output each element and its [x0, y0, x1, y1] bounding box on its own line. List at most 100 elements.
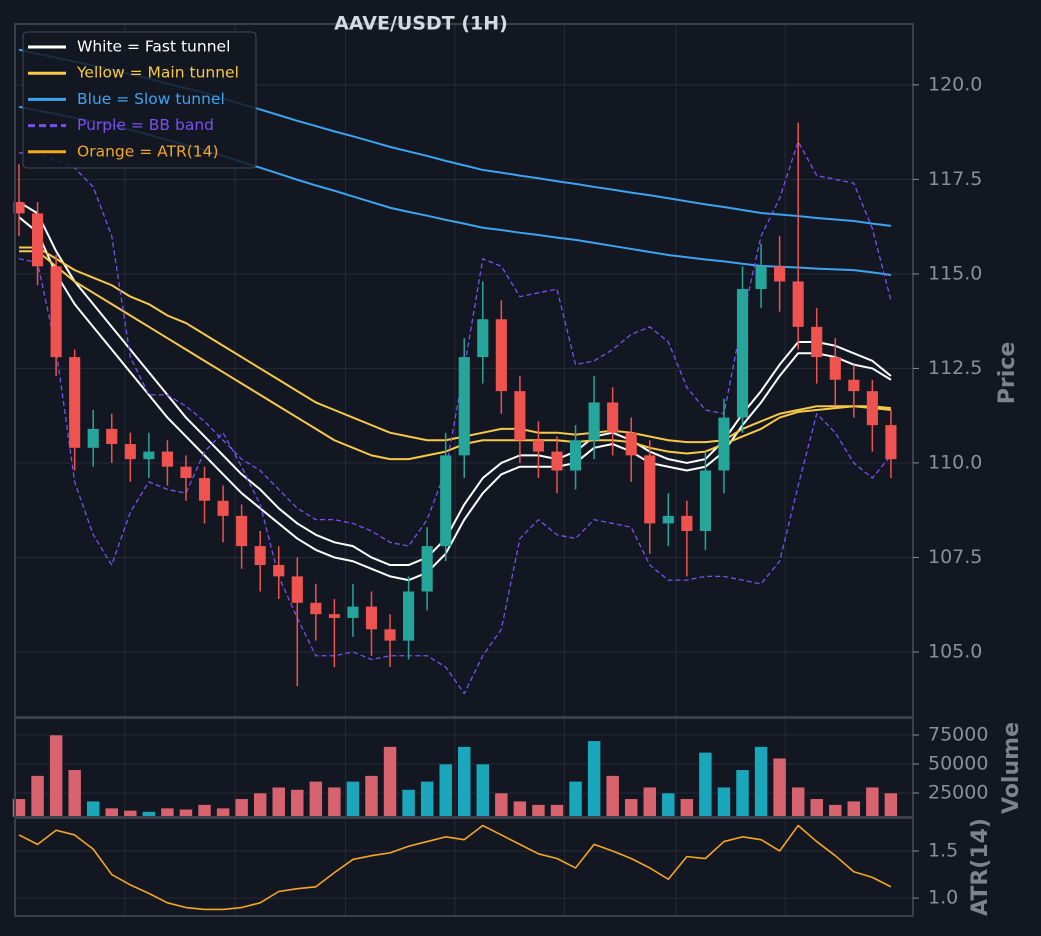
- candle-body: [625, 432, 637, 456]
- candle-body: [254, 546, 266, 566]
- y-axis-label: Volume: [999, 722, 1024, 814]
- candle-body: [774, 266, 786, 282]
- y-tick-label: 110.0: [928, 451, 982, 473]
- legend-label: Blue = Slow tunnel: [77, 90, 225, 108]
- legend-label: Orange = ATR(14): [77, 142, 219, 160]
- candle-body: [328, 614, 340, 618]
- volume-bar: [271, 786, 286, 818]
- y-tick-label: 112.5: [928, 357, 982, 379]
- volume-bar: [587, 740, 601, 818]
- candle-body: [866, 391, 878, 426]
- volume-bar: [531, 804, 546, 818]
- volume-bar: [346, 781, 360, 818]
- volume-bar: [717, 786, 731, 818]
- candle-body: [13, 202, 25, 214]
- volume-bar: [772, 757, 787, 818]
- volume-bar: [401, 789, 416, 818]
- candle-body: [143, 451, 155, 460]
- candle-body: [495, 319, 507, 392]
- volume-bar: [67, 769, 82, 818]
- line-series: [19, 250, 892, 461]
- candle-body: [699, 470, 711, 531]
- volume-bar: [383, 746, 397, 818]
- line-series: [18, 216, 892, 582]
- candle-body: [198, 478, 211, 501]
- line-series: [18, 824, 892, 911]
- legend-label: White = Fast tunnel: [77, 38, 230, 56]
- candle-body: [736, 289, 749, 418]
- candle-body: [310, 602, 322, 615]
- candle-body: [161, 451, 173, 467]
- candle-body: [217, 500, 229, 516]
- candle-body: [569, 440, 582, 471]
- volume-bar: [49, 734, 63, 818]
- volume-bar: [420, 781, 434, 818]
- volume-bar: [197, 804, 212, 818]
- volume-bar: [809, 798, 824, 818]
- volume-bar: [754, 746, 768, 818]
- candle-body: [718, 417, 730, 471]
- legend-label: Purple = BB band: [77, 116, 214, 134]
- candle-body: [347, 606, 359, 618]
- y-tick-label: 107.5: [928, 546, 982, 568]
- volume-bar: [179, 808, 193, 818]
- volume-bar: [476, 763, 490, 818]
- candle-body: [87, 428, 99, 448]
- line-series: [18, 258, 892, 695]
- volume-bar: [309, 781, 323, 818]
- candle-body: [588, 402, 600, 441]
- y-tick-label: 75000: [928, 723, 988, 745]
- y-tick-label: 120.0: [928, 73, 982, 95]
- atr-panel-frame: [14, 817, 914, 917]
- volume-bar: [884, 792, 898, 818]
- candle-body: [384, 629, 396, 641]
- y-axis-label: Price: [995, 342, 1020, 404]
- legend-label: Yellow = Main tunnel: [76, 64, 239, 82]
- candle-body: [69, 357, 81, 448]
- candle-body: [365, 606, 378, 630]
- volume-bar: [605, 775, 620, 818]
- candle-body: [662, 515, 674, 524]
- candle-body: [607, 402, 619, 433]
- candle-body: [458, 357, 470, 456]
- volume-bar: [494, 792, 509, 818]
- axes: 105.0 107.5 110.0 112.5 115.0 117.5 120.0 25000…: [913, 73, 988, 909]
- y-tick-label: 50000: [928, 752, 988, 774]
- y-tick-label: 105.0: [928, 640, 982, 662]
- volume-bar: [624, 798, 638, 818]
- volume-bar: [160, 807, 175, 818]
- candle-body: [885, 425, 897, 460]
- volume-bar: [30, 775, 45, 818]
- line-series: [19, 246, 892, 444]
- candle-body: [421, 546, 433, 592]
- candle-body: [755, 266, 767, 290]
- candle-body: [124, 444, 136, 460]
- candle-body: [681, 515, 693, 531]
- candle-body: [180, 466, 192, 479]
- volume-bar: [216, 807, 230, 818]
- candle-body: [31, 213, 44, 267]
- volume-bar: [86, 800, 100, 818]
- legend-box: [22, 31, 257, 169]
- candle-body: [551, 451, 563, 471]
- volume-bar: [234, 798, 249, 818]
- chart-title: AAVE/USDT (1H): [334, 13, 508, 35]
- y-tick-label: 1.0: [928, 887, 958, 909]
- candle-body: [829, 357, 841, 380]
- volume-bar: [865, 786, 880, 818]
- volume-bar: [513, 800, 527, 818]
- volume-bar: [438, 763, 453, 818]
- legend: White = Fast tunnel Yellow = Main tunnel B…: [22, 31, 257, 169]
- volume-bar: [698, 752, 713, 818]
- candle-body: [644, 455, 656, 524]
- volume-bar: [828, 804, 843, 818]
- candle-body: [440, 455, 452, 547]
- candle-body: [811, 326, 823, 358]
- volume-bar: [643, 786, 657, 818]
- candle-body: [477, 319, 489, 358]
- volume-bar: [847, 800, 861, 818]
- candle-body: [50, 266, 62, 358]
- volume-bar: [791, 786, 805, 818]
- volume-bar: [327, 786, 342, 818]
